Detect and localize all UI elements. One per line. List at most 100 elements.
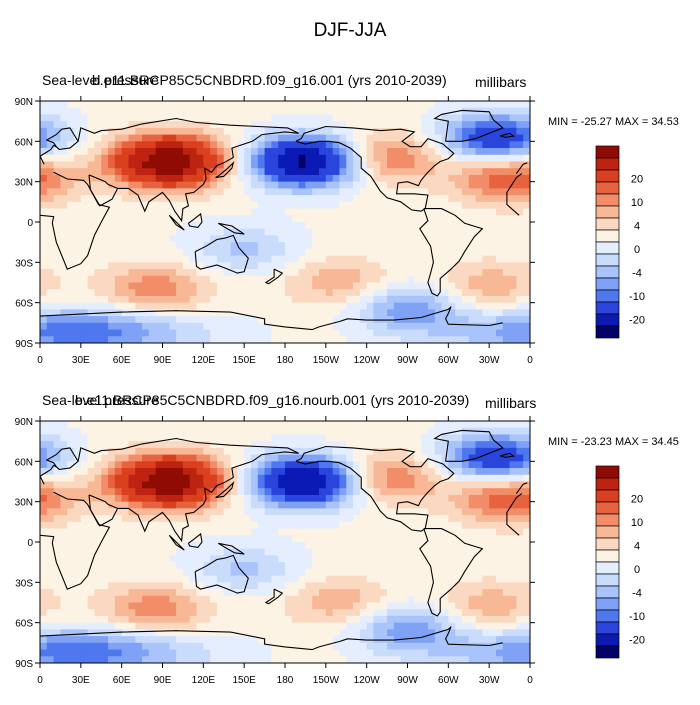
field-cell — [516, 569, 523, 576]
field-cell — [408, 603, 415, 610]
field-cell — [231, 202, 238, 209]
field-cell — [360, 542, 367, 549]
x-tick-label: 180 — [277, 355, 294, 366]
field-cell — [292, 222, 299, 229]
field-cell — [448, 283, 455, 290]
field-cell — [305, 589, 312, 596]
field-cell — [496, 603, 503, 610]
field-cell — [476, 148, 483, 155]
field-cell — [523, 215, 530, 222]
field-cell — [394, 441, 401, 448]
field-cell — [496, 576, 503, 583]
field-cell — [183, 316, 190, 323]
field-cell — [231, 508, 238, 515]
field-cell — [108, 609, 115, 616]
field-cell — [183, 582, 190, 589]
field-cell — [401, 629, 408, 636]
field-cell — [149, 108, 156, 115]
field-cell — [353, 455, 360, 462]
field-cell — [203, 603, 210, 610]
field-cell — [258, 235, 265, 242]
field-cell — [81, 603, 88, 610]
field-cell — [401, 555, 408, 562]
field-cell — [482, 589, 489, 596]
field-cell — [510, 482, 517, 489]
field-cell — [67, 188, 74, 195]
field-cell — [190, 276, 197, 283]
field-cell — [373, 276, 380, 283]
field-cell — [414, 569, 421, 576]
field-cell — [190, 434, 197, 441]
field-cell — [333, 482, 340, 489]
field-cell — [510, 309, 517, 316]
field-cell — [373, 428, 380, 435]
field-cell — [231, 262, 238, 269]
field-cell — [476, 623, 483, 630]
field-cell — [88, 529, 95, 536]
field-cell — [367, 229, 374, 236]
field-cell — [353, 529, 360, 536]
field-cell — [312, 108, 319, 115]
field-cell — [408, 589, 415, 596]
field-cell — [489, 562, 496, 569]
field-cell — [503, 242, 510, 249]
field-cell — [197, 222, 204, 229]
field-cell — [122, 569, 129, 576]
field-cell — [278, 502, 285, 509]
field-cell — [448, 616, 455, 623]
field-cell — [163, 461, 170, 468]
field-cell — [237, 121, 244, 128]
field-cell — [489, 202, 496, 209]
field-cell — [305, 535, 312, 542]
field-cell — [74, 155, 81, 162]
field-cell — [401, 434, 408, 441]
field-cell — [510, 468, 517, 475]
field-cell — [380, 209, 387, 216]
field-cell — [496, 283, 503, 290]
field-cell — [408, 249, 415, 256]
field-cell — [442, 188, 449, 195]
field-cell — [54, 603, 61, 610]
field-cell — [476, 495, 483, 502]
field-cell — [326, 262, 333, 269]
field-cell — [353, 535, 360, 542]
field-cell — [251, 330, 258, 337]
field-cell — [285, 303, 292, 310]
field-cell — [258, 155, 265, 162]
field-cell — [81, 482, 88, 489]
field-cell — [367, 222, 374, 229]
field-cell — [47, 256, 54, 263]
field-cell — [128, 488, 135, 495]
field-cell — [496, 508, 503, 515]
field-cell — [367, 569, 374, 576]
field-cell — [278, 175, 285, 182]
field-cell — [346, 303, 353, 310]
field-cell — [149, 502, 156, 509]
field-cell — [142, 468, 149, 475]
field-cell — [108, 162, 115, 169]
field-cell — [312, 441, 319, 448]
field-cell — [40, 121, 47, 128]
field-cell — [244, 623, 251, 630]
field-cell — [455, 623, 462, 630]
field-cell — [360, 428, 367, 435]
field-cell — [339, 235, 346, 242]
field-cell — [380, 549, 387, 556]
field-cell — [380, 215, 387, 222]
field-cell — [108, 141, 115, 148]
field-cell — [156, 448, 163, 455]
field-cell — [163, 303, 170, 310]
field-cell — [115, 141, 122, 148]
field-cell — [414, 448, 421, 455]
field-cell — [448, 434, 455, 441]
field-cell — [67, 589, 74, 596]
field-cell — [489, 209, 496, 216]
field-cell — [326, 562, 333, 569]
field-cell — [421, 475, 428, 482]
field-cell — [523, 582, 530, 589]
field-cell — [428, 229, 435, 236]
field-cell — [326, 175, 333, 182]
field-cell — [251, 202, 258, 209]
field-cell — [292, 289, 299, 296]
field-cell — [285, 249, 292, 256]
